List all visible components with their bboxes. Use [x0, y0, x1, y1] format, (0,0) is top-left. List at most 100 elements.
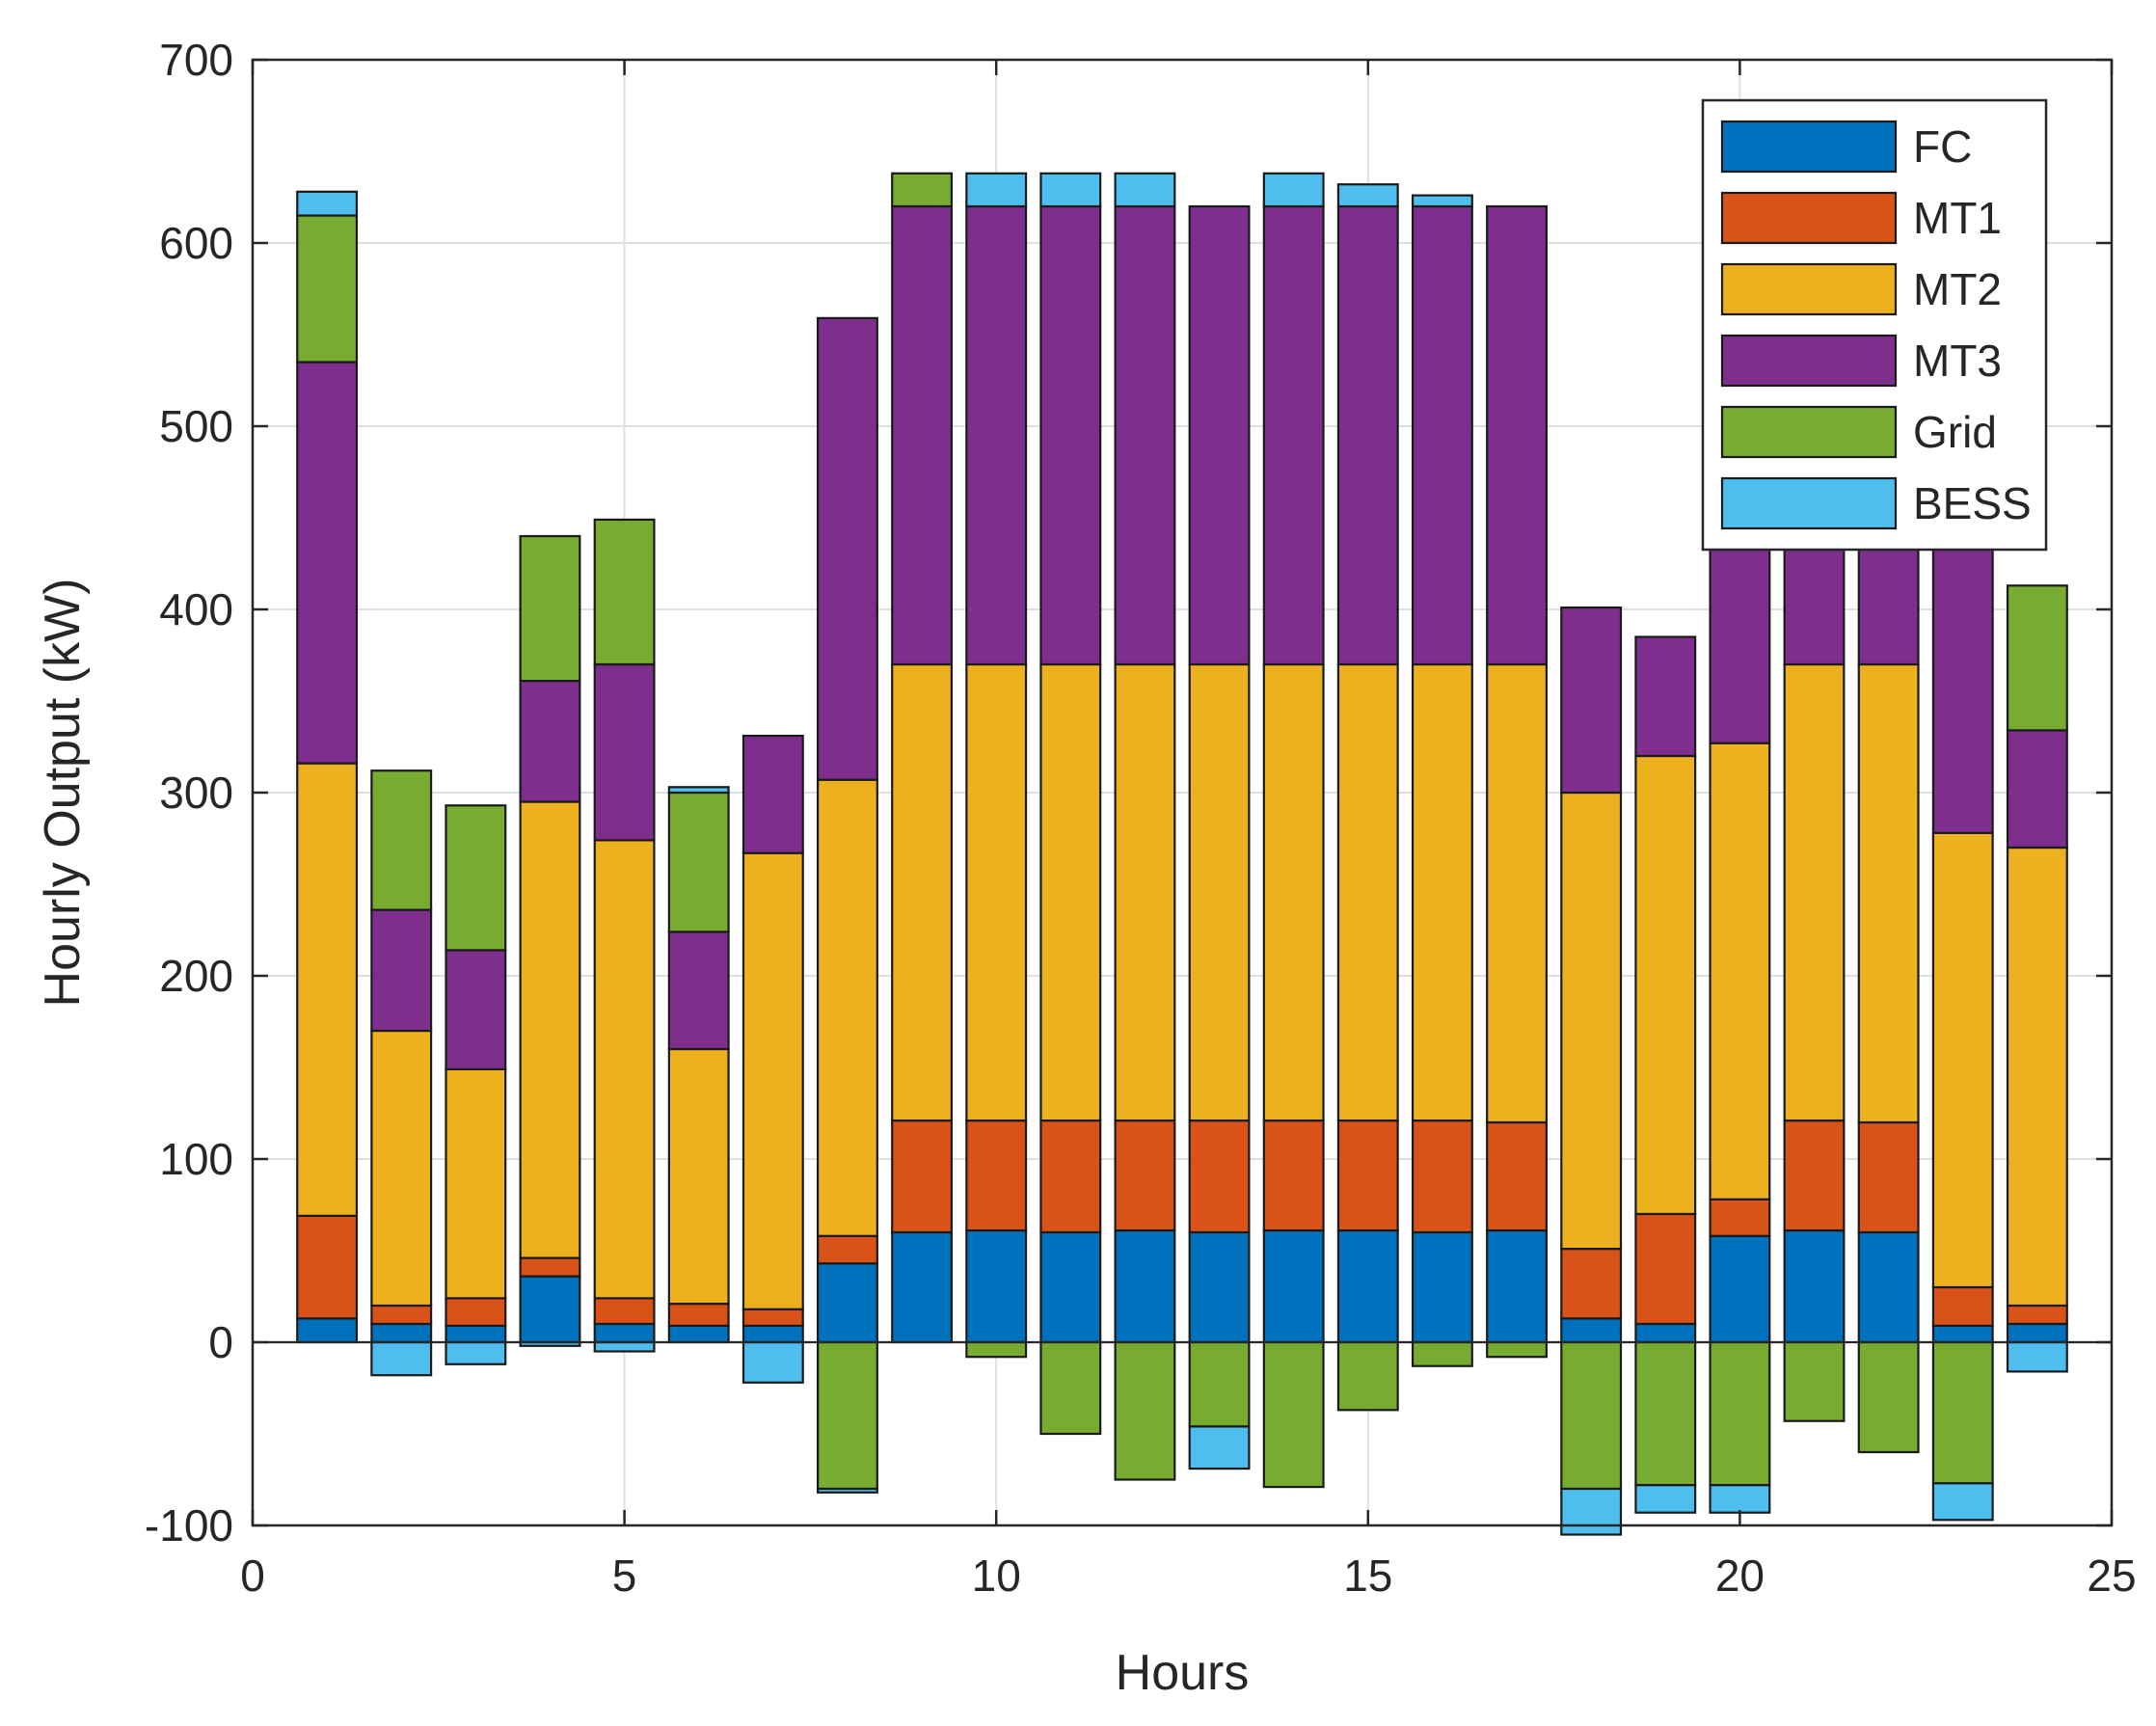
bar-segment-mt2-hour-18: [1560, 791, 1623, 1251]
bar-segment-bess-hour-2: [370, 1340, 433, 1377]
bar-segment-mt2-hour-17: [1486, 662, 1548, 1124]
bar-segment-mt2-hour-12: [1114, 662, 1176, 1122]
bar-segment-grid-hour-13: [1188, 1340, 1251, 1428]
y-tick-label: 200: [159, 951, 233, 1001]
bar-segment-fc-hour-13: [1188, 1230, 1251, 1344]
bar-segment-mt3-hour-23: [1931, 524, 1994, 834]
bar-segment-mt2-hour-24: [2006, 846, 2068, 1308]
bar-segment-bess-hour-19: [1634, 1484, 1697, 1514]
bar-segment-fc-hour-15: [1336, 1228, 1399, 1344]
bar-segment-grid-hour-2: [370, 769, 433, 911]
y-tick-label: 100: [159, 1134, 233, 1184]
bar-segment-mt3-hour-2: [370, 908, 433, 1033]
bar-segment-bess-hour-12: [1114, 172, 1176, 208]
legend-label-mt1: MT1: [1913, 193, 2002, 243]
bar-segment-mt1-hour-20: [1709, 1198, 1771, 1237]
bar-segment-mt3-hour-5: [593, 662, 656, 842]
bar-segment-mt3-hour-7: [741, 734, 804, 854]
bar-segment-mt2-hour-10: [965, 662, 1028, 1122]
bar-segment-fc-hour-12: [1114, 1228, 1176, 1344]
bar-segment-fc-hour-20: [1709, 1234, 1771, 1344]
bar-segment-fc-hour-1: [296, 1317, 359, 1344]
bar-segment-grid-hour-19: [1634, 1340, 1697, 1487]
bar-segment-bess-hour-14: [1262, 172, 1325, 208]
bar-segment-grid-hour-9: [891, 172, 954, 208]
bar-segment-bess-hour-10: [965, 172, 1028, 208]
bar-segment-mt1-hour-15: [1336, 1119, 1399, 1232]
bar-segment-mt2-hour-8: [817, 778, 878, 1237]
y-tick-label: 400: [159, 584, 233, 634]
bar-segment-mt1-hour-1: [296, 1214, 359, 1320]
bar-segment-mt2-hour-11: [1039, 662, 1102, 1122]
bar-segment-mt2-hour-21: [1783, 662, 1846, 1122]
bar-segment-fc-hour-17: [1486, 1228, 1548, 1344]
bar-segment-mt3-hour-18: [1560, 606, 1623, 795]
bar-segment-mt1-hour-7: [741, 1308, 804, 1328]
bar-segment-bess-hour-20: [1709, 1484, 1771, 1514]
bar-segment-mt3-hour-15: [1336, 204, 1399, 666]
bar-segment-bess-hour-18: [1560, 1487, 1623, 1536]
bar-segment-mt1-hour-18: [1560, 1247, 1623, 1320]
bar-segment-mt2-hour-19: [1634, 754, 1697, 1216]
bar-segment-fc-hour-16: [1411, 1230, 1473, 1344]
bar-segment-fc-hour-4: [519, 1275, 581, 1344]
x-tick-label: 20: [1715, 1551, 1765, 1601]
bar-segment-grid-hour-12: [1114, 1340, 1176, 1481]
x-tick-label: 0: [240, 1551, 265, 1601]
legend-label-mt2: MT2: [1913, 264, 2002, 314]
bar-segment-mt1-hour-24: [2006, 1304, 2068, 1326]
bar-segment-mt2-hour-5: [593, 839, 656, 1300]
bar-segment-mt2-hour-15: [1336, 662, 1399, 1122]
bar-segment-mt1-hour-13: [1188, 1119, 1251, 1234]
bar-segment-grid-hour-6: [667, 791, 730, 933]
bar-segment-mt1-hour-8: [817, 1234, 878, 1265]
bar-segment-bess-hour-1: [296, 190, 359, 217]
bar-segment-mt2-hour-9: [891, 662, 954, 1122]
bar-segment-fc-hour-19: [1634, 1322, 1697, 1344]
bar-segment-grid-hour-16: [1411, 1340, 1473, 1367]
bar-segment-mt2-hour-13: [1188, 662, 1251, 1122]
bar-segment-mt1-hour-2: [370, 1304, 433, 1326]
bar-segment-mt1-hour-9: [891, 1119, 954, 1234]
bar-segment-fc-hour-11: [1039, 1230, 1102, 1344]
bar-segment-bess-hour-7: [741, 1340, 804, 1384]
bar-segment-bess-hour-3: [445, 1340, 507, 1365]
bar-segment-mt1-hour-3: [445, 1297, 507, 1328]
bar-segment-grid-hour-20: [1709, 1340, 1771, 1487]
bar-segment-mt3-hour-19: [1634, 635, 1697, 758]
bar-segment-grid-hour-11: [1039, 1340, 1102, 1436]
legend: FC MT1 MT2 MT3 Grid BESS: [1701, 98, 2048, 552]
bar-segment-mt3-hour-3: [445, 949, 507, 1071]
x-axis-label: Hours: [1116, 1645, 1250, 1701]
y-tick-label: 600: [159, 218, 233, 268]
bar-segment-grid-hour-3: [445, 804, 507, 952]
bar-segment-mt1-hour-16: [1411, 1119, 1473, 1234]
bar-segment-grid-hour-18: [1560, 1340, 1623, 1491]
legend-label-grid: Grid: [1913, 407, 1997, 457]
bar-segment-mt3-hour-4: [519, 679, 581, 803]
legend-label-bess: BESS: [1913, 478, 2032, 528]
bar-segment-mt2-hour-20: [1709, 742, 1771, 1200]
bar-segment-mt1-hour-17: [1486, 1120, 1548, 1232]
legend-swatch-mt3: [1720, 334, 1898, 388]
bar-segment-mt1-hour-11: [1039, 1119, 1102, 1234]
bar-segment-fc-hour-14: [1262, 1228, 1325, 1344]
bar-segment-bess-hour-16: [1411, 194, 1473, 208]
legend-swatch-bess: [1720, 476, 1898, 530]
bar-segment-fc-hour-2: [370, 1322, 433, 1344]
y-tick-label: 300: [159, 768, 233, 818]
bar-segment-bess-hour-6: [667, 786, 730, 795]
legend-swatch-mt2: [1720, 262, 1898, 316]
bar-segment-mt2-hour-6: [667, 1047, 730, 1306]
bar-segment-grid-hour-4: [519, 534, 581, 683]
bar-segment-mt2-hour-14: [1262, 662, 1325, 1122]
bar-segment-mt3-hour-14: [1262, 204, 1325, 666]
bars: [296, 172, 2068, 1536]
bar-segment-mt1-hour-23: [1931, 1285, 1994, 1328]
bar-segment-mt2-hour-16: [1411, 662, 1473, 1122]
bar-segment-mt2-hour-7: [741, 851, 804, 1310]
bar-segment-fc-hour-18: [1560, 1317, 1623, 1344]
legend-swatch-fc: [1720, 120, 1898, 174]
